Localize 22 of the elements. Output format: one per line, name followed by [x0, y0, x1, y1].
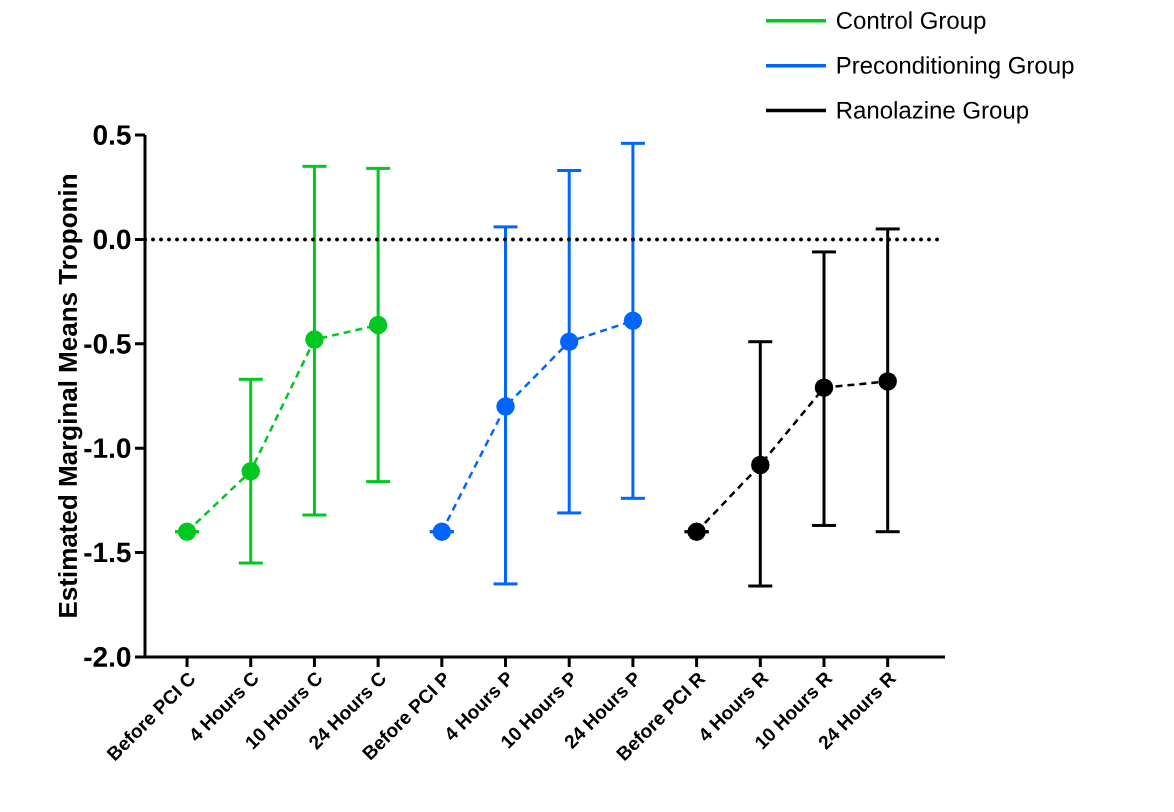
y-axis-title: Estimated Marginal Means Troponin — [58, 175, 83, 617]
y-tick-label: 0.0 — [93, 229, 131, 250]
point — [496, 397, 515, 416]
y-tick-label: 0.5 — [93, 125, 131, 145]
point — [751, 455, 770, 475]
point — [432, 522, 452, 541]
point — [814, 378, 834, 397]
point — [623, 311, 643, 331]
point — [878, 372, 897, 391]
y-tick-label: -1.5 — [84, 542, 131, 563]
legend-label: Preconditioning Group — [837, 56, 1074, 79]
point — [241, 461, 260, 481]
point — [368, 315, 388, 335]
point — [305, 330, 324, 349]
point — [177, 522, 197, 541]
legend-label: Ranolazine Group — [837, 101, 1029, 124]
y-tick-label: -2.0 — [84, 647, 131, 667]
point — [687, 522, 706, 541]
legend-label: Control Group — [836, 11, 986, 34]
y-tick-label: -1.0 — [84, 438, 131, 459]
point — [559, 332, 579, 351]
y-tick-label: -0.5 — [84, 333, 131, 354]
